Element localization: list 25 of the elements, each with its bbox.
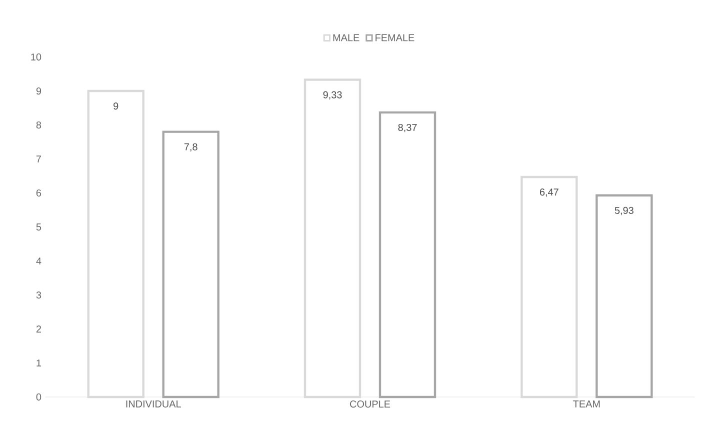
y-tick-label: 1	[36, 360, 41, 366]
y-tick-label: 7	[36, 156, 41, 162]
data-label: 9,33	[323, 91, 342, 100]
data-label: 9	[114, 102, 118, 110]
x-tick-label: INDIVIDUAL	[126, 400, 181, 408]
y-tick-label: 5	[36, 224, 42, 230]
x-tick-label: TEAM	[573, 400, 600, 408]
legend-label: FEMALE	[376, 34, 414, 42]
data-label: 5,93	[614, 206, 634, 216]
data-label: 8,37	[398, 124, 417, 132]
bar	[596, 194, 653, 398]
y-tick-label: 8	[36, 121, 42, 129]
y-tick-label: 0	[36, 393, 42, 401]
y-tick-label: 10	[31, 53, 42, 61]
bar	[162, 130, 220, 398]
legend-label: MALE	[333, 34, 360, 42]
x-tick-label: COUPLE	[350, 400, 390, 408]
data-label: 7,8	[184, 143, 198, 152]
y-tick-label: 2	[36, 326, 41, 332]
y-tick-label: 3	[36, 291, 42, 299]
y-tick-label: 9	[36, 87, 42, 95]
y-tick-label: 4	[36, 258, 42, 264]
bar	[378, 111, 436, 398]
y-tick-label: 6	[36, 189, 42, 197]
data-label: 6,47	[540, 188, 558, 197]
